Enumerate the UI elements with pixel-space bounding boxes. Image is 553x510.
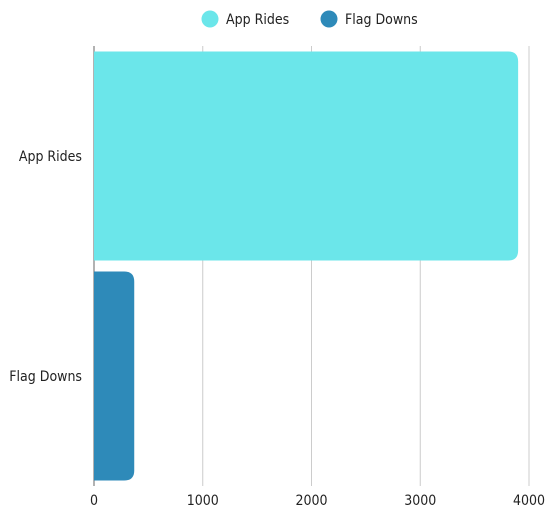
y-axis: App Rides Flag Downs [9, 149, 82, 385]
category-label: App Rides [19, 149, 82, 165]
category-label: Flag Downs [9, 369, 82, 385]
x-tick-label: 2000 [295, 493, 327, 509]
x-tick-label: 3000 [404, 493, 436, 509]
legend: App Rides Flag Downs [201, 10, 418, 28]
x-tick-label: 4000 [513, 493, 545, 509]
bar-flag-downs [94, 271, 135, 481]
x-tick-label: 1000 [187, 493, 219, 509]
bars [94, 51, 519, 481]
legend-swatch [201, 10, 219, 28]
legend-swatch [320, 10, 338, 28]
x-tick-label: 0 [90, 493, 98, 509]
x-axis: 0 1000 2000 3000 4000 [90, 493, 545, 509]
legend-label: Flag Downs [345, 12, 418, 28]
legend-label: App Rides [226, 12, 289, 28]
bar-app-rides [94, 51, 519, 261]
